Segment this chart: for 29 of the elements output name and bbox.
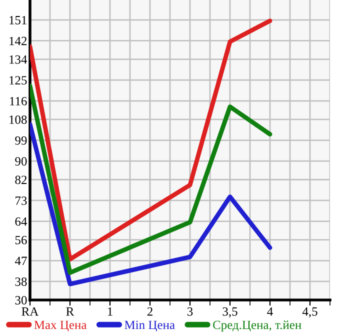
- line-series: [30, 122, 272, 286]
- y-tick-label: 134: [10, 55, 28, 64]
- x-tick-label: 4: [267, 307, 273, 316]
- legend-label: Max Цена: [34, 320, 87, 332]
- y-tick-label: 47: [14, 256, 27, 265]
- x-tick-label: 1: [108, 307, 112, 316]
- y-tick-label: 73: [16, 196, 27, 205]
- x-tick-label: 4,5: [302, 307, 318, 318]
- y-tick-label: 38: [15, 278, 27, 286]
- y-tick-label: 116: [10, 96, 27, 106]
- x-tick-label: 3,5: [222, 307, 238, 318]
- y-tick-label: 125: [10, 76, 27, 85]
- y-tick-label: 64: [15, 217, 28, 226]
- y-tick-label: 108: [10, 115, 27, 124]
- line-series: [30, 18, 272, 262]
- legend-label: Min Цена: [124, 320, 175, 332]
- y-tick-label: 151: [10, 16, 26, 24]
- y-tick-label: 142: [10, 36, 27, 46]
- legend-label: Сред.Цена, т.йен: [213, 320, 302, 332]
- y-tick-label: 56: [15, 236, 27, 244]
- x-tick-label: 3: [187, 307, 193, 316]
- y-tick-label: 99: [15, 136, 27, 145]
- x-tick-label: R: [66, 307, 74, 316]
- y-tick-label: 82: [15, 176, 27, 184]
- y-tick-label: 30: [15, 296, 27, 304]
- y-tick-label: 90: [15, 157, 27, 166]
- x-tick-label: RA: [22, 307, 39, 316]
- x-tick-label: 2: [147, 307, 152, 316]
- line-series: [30, 84, 272, 275]
